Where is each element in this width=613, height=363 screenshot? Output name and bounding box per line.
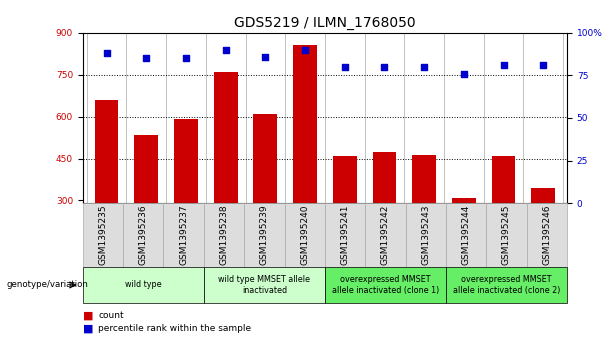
Point bbox=[261, 54, 270, 60]
Text: overexpressed MMSET
allele inactivated (clone 1): overexpressed MMSET allele inactivated (… bbox=[332, 275, 439, 295]
Text: GSM1395240: GSM1395240 bbox=[300, 205, 309, 265]
Point bbox=[142, 55, 151, 61]
Bar bbox=[174, 119, 198, 203]
Text: genotype/variation: genotype/variation bbox=[6, 281, 88, 289]
Bar bbox=[373, 152, 397, 203]
Text: GSM1395243: GSM1395243 bbox=[421, 205, 430, 265]
Point bbox=[221, 47, 230, 53]
Title: GDS5219 / ILMN_1768050: GDS5219 / ILMN_1768050 bbox=[234, 16, 416, 30]
Text: GSM1395238: GSM1395238 bbox=[219, 205, 229, 265]
Bar bbox=[253, 114, 277, 203]
Text: GSM1395244: GSM1395244 bbox=[462, 205, 471, 265]
Text: ■: ■ bbox=[83, 323, 93, 334]
Text: GSM1395242: GSM1395242 bbox=[381, 205, 390, 265]
Text: percentile rank within the sample: percentile rank within the sample bbox=[98, 324, 251, 333]
Point bbox=[419, 64, 429, 70]
Point bbox=[538, 62, 548, 68]
Point bbox=[379, 64, 389, 70]
Text: GSM1395246: GSM1395246 bbox=[543, 205, 551, 265]
Bar bbox=[293, 45, 317, 203]
Text: GSM1395245: GSM1395245 bbox=[502, 205, 511, 265]
Bar bbox=[214, 72, 238, 203]
Bar bbox=[134, 135, 158, 203]
Bar bbox=[492, 156, 516, 203]
Text: count: count bbox=[98, 311, 124, 320]
Text: GSM1395235: GSM1395235 bbox=[99, 205, 107, 265]
Text: ■: ■ bbox=[83, 311, 93, 321]
Bar bbox=[452, 198, 476, 203]
Text: wild type MMSET allele
inactivated: wild type MMSET allele inactivated bbox=[218, 275, 310, 295]
Point bbox=[181, 55, 191, 61]
Point bbox=[300, 47, 310, 53]
Point bbox=[340, 64, 349, 70]
Text: wild type: wild type bbox=[125, 281, 162, 289]
Text: GSM1395239: GSM1395239 bbox=[260, 205, 269, 265]
Bar bbox=[531, 188, 555, 203]
Bar bbox=[333, 156, 357, 203]
Point bbox=[498, 62, 508, 68]
Point bbox=[102, 50, 112, 56]
Text: GSM1395236: GSM1395236 bbox=[139, 205, 148, 265]
Text: GSM1395237: GSM1395237 bbox=[179, 205, 188, 265]
Point bbox=[459, 71, 469, 77]
Bar bbox=[94, 100, 118, 203]
Bar bbox=[412, 155, 436, 203]
Text: GSM1395241: GSM1395241 bbox=[341, 205, 349, 265]
Text: overexpressed MMSET
allele inactivated (clone 2): overexpressed MMSET allele inactivated (… bbox=[453, 275, 560, 295]
